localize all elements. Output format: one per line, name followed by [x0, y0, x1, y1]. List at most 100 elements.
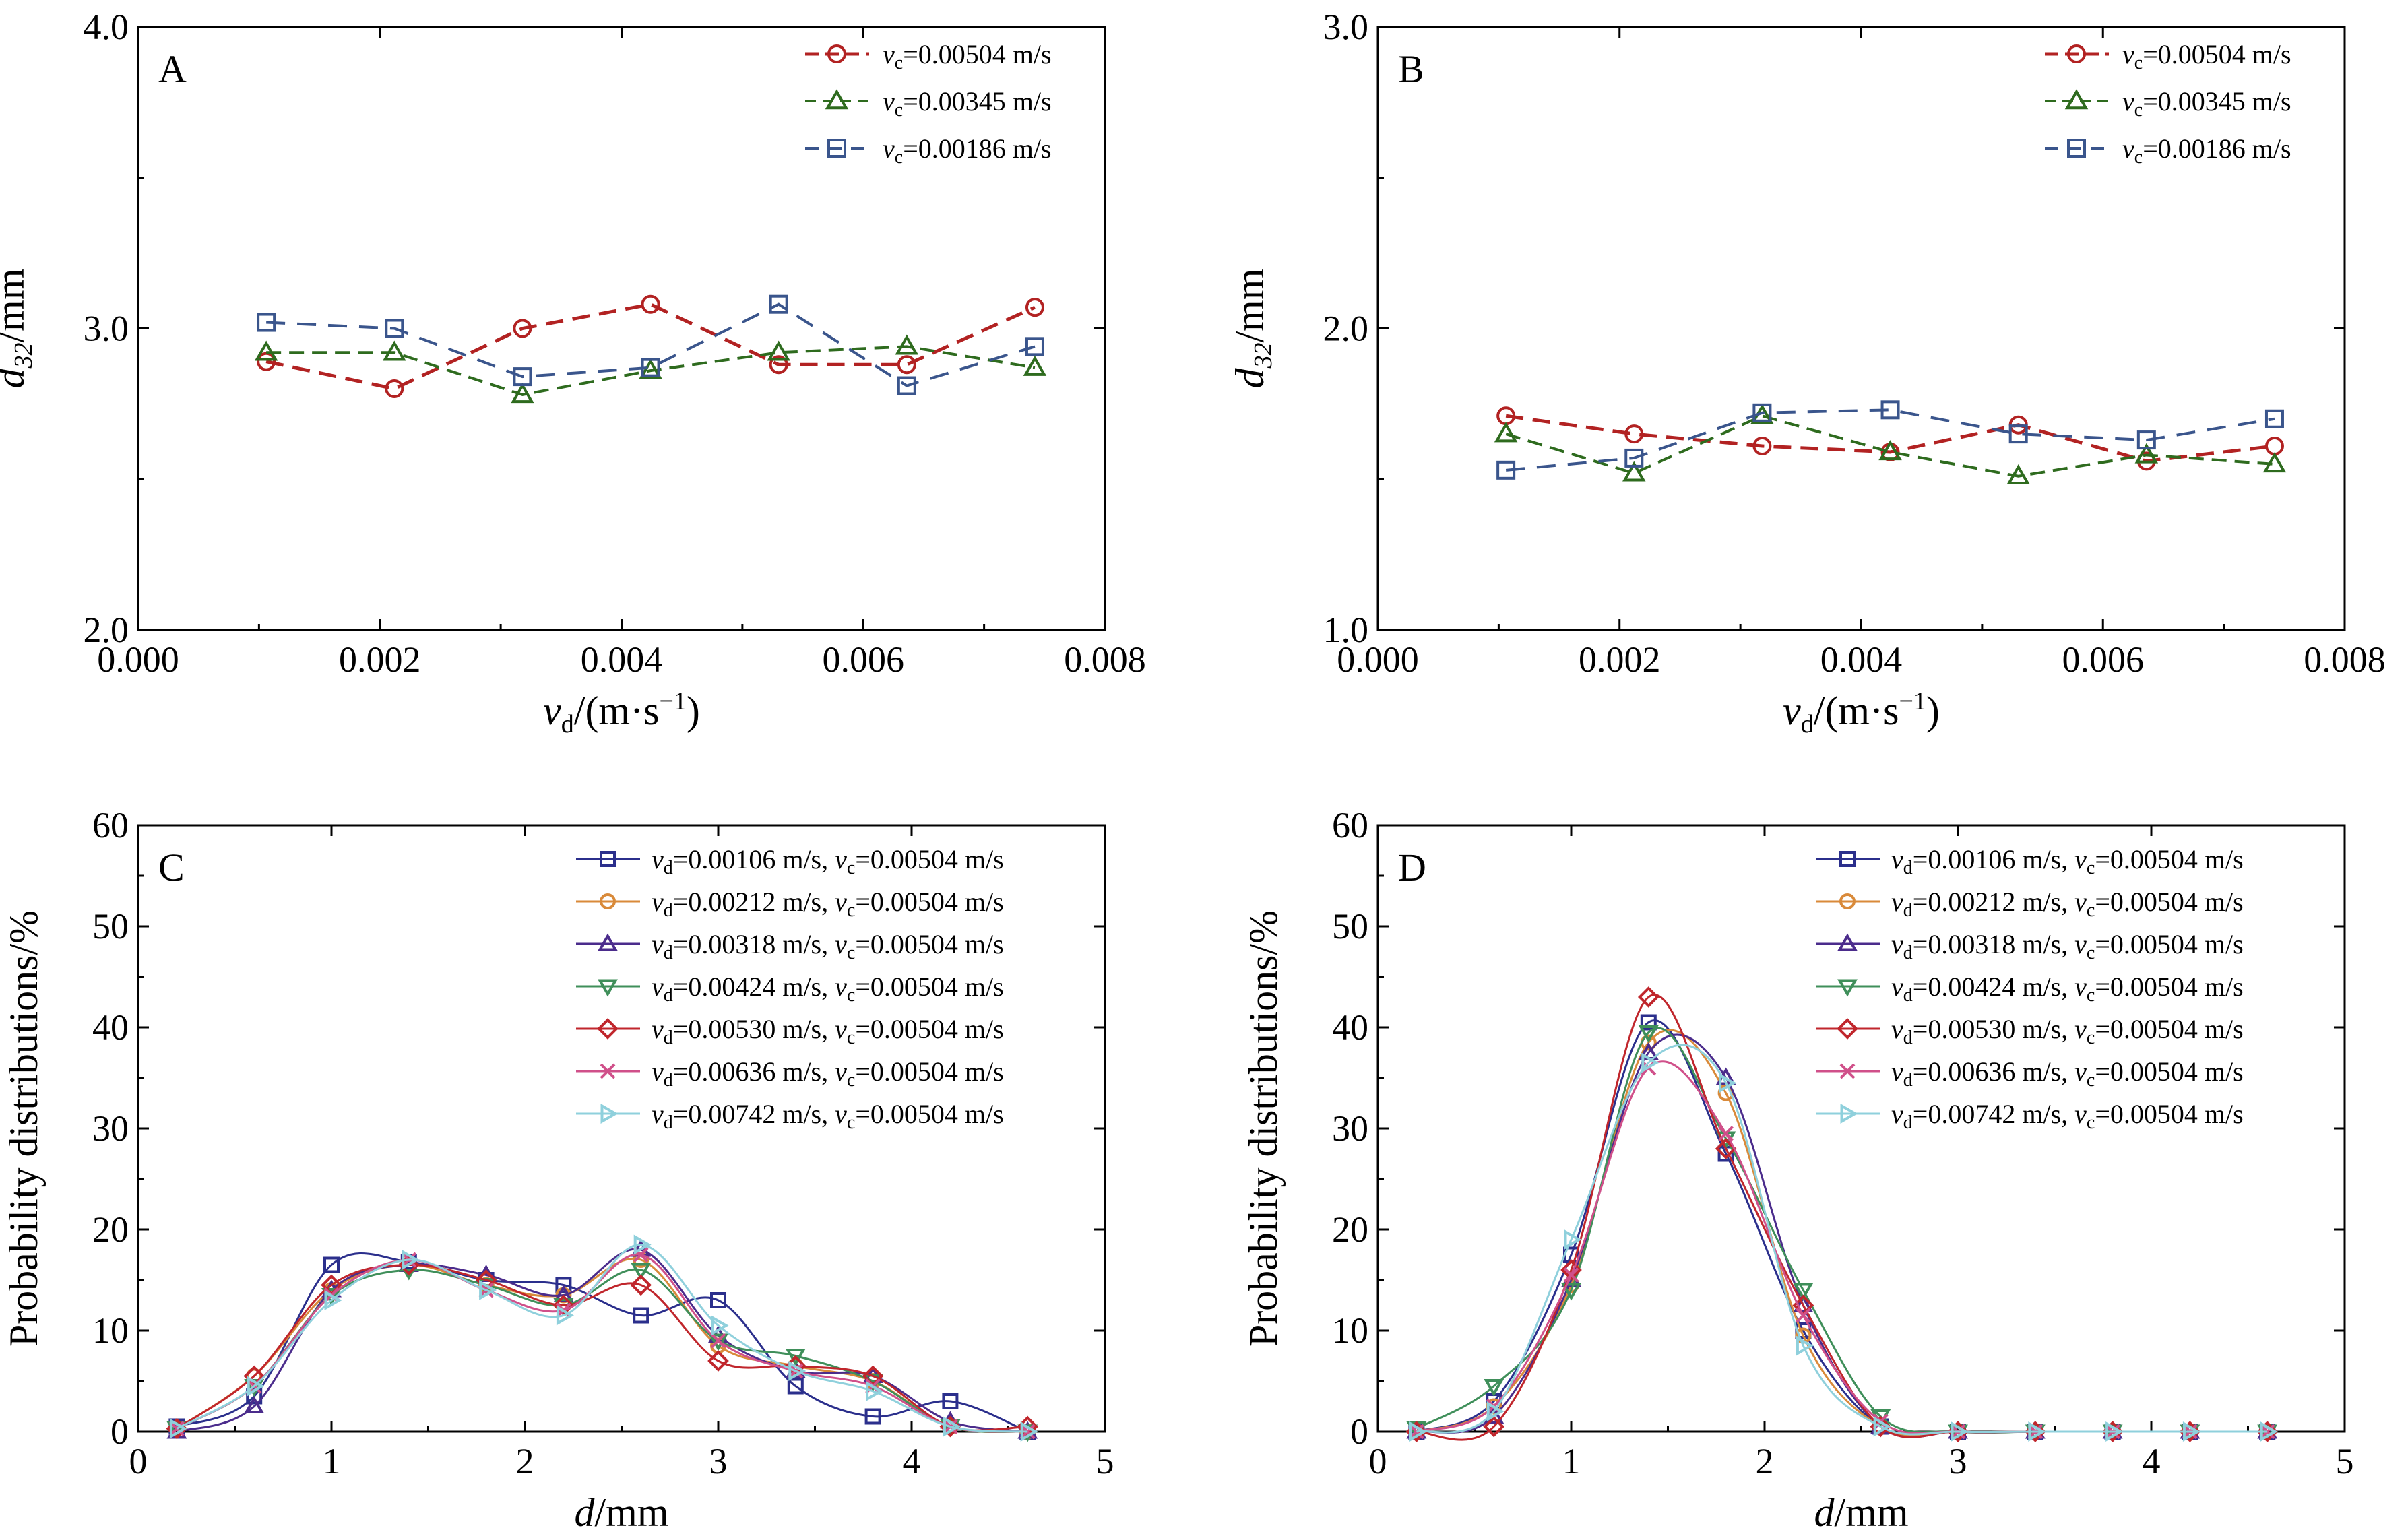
data-point	[556, 1305, 574, 1326]
series-7	[1409, 1044, 2278, 1442]
data-point	[1839, 1063, 1856, 1079]
legend-label: vd=0.00106 m/s, vc=0.00504 m/s	[652, 844, 1004, 878]
data-point	[513, 319, 532, 338]
legend: vd=0.00106 m/s, vc=0.00504 m/s vd=0.00212…	[1816, 844, 2244, 1133]
legend-label: vd=0.00424 m/s, vc=0.00504 m/s	[1891, 971, 2244, 1006]
legend-label: vd=0.00636 m/s, vc=0.00504 m/s	[652, 1056, 1004, 1091]
data-point	[324, 1290, 342, 1310]
data-point	[2134, 443, 2159, 464]
data-point	[2136, 430, 2156, 450]
x-tick-label: 0.004	[1820, 639, 1903, 680]
data-point	[788, 1361, 806, 1381]
x-tick-label: 0.000	[1337, 639, 1419, 680]
data-point	[710, 1292, 726, 1308]
data-point	[866, 1381, 884, 1401]
data-point	[2067, 139, 2086, 158]
x-tick-label: 3	[709, 1441, 728, 1481]
x-tick-label: 0.008	[2304, 639, 2386, 680]
data-point	[1622, 461, 1646, 482]
data-point	[785, 1349, 806, 1367]
y-tick-label: 50	[1332, 906, 1368, 947]
data-point	[1025, 298, 1044, 317]
data-point	[2028, 1421, 2046, 1442]
data-point	[1496, 460, 1516, 480]
data-point	[708, 1333, 728, 1351]
legend-label: vd=0.00424 m/s, vc=0.00504 m/s	[652, 971, 1004, 1006]
series-line	[1505, 408, 2275, 472]
data-point	[600, 1063, 616, 1079]
series-line	[1416, 1044, 2268, 1436]
series-line	[266, 345, 1036, 397]
x-axis-label: d/mm	[1814, 1490, 1908, 1534]
data-point	[1951, 1421, 1969, 1442]
legend-label: vd=0.00742 m/s, vc=0.00504 m/s	[652, 1099, 1004, 1133]
data-point	[2264, 409, 2284, 428]
x-tick-label: 3	[1949, 1441, 1967, 1481]
data-point	[1837, 933, 1858, 951]
legend: vd=0.00106 m/s, vc=0.00504 m/s vd=0.00212…	[576, 844, 1004, 1133]
data-point	[767, 340, 790, 361]
data-point	[1793, 1283, 1814, 1301]
data-point	[1873, 1416, 1891, 1437]
data-point	[600, 851, 616, 867]
y-tick-label: 50	[92, 906, 129, 947]
data-point	[1624, 424, 1644, 444]
legend-label: vc=0.00504 m/s	[883, 39, 1052, 73]
y-tick-label: 60	[1332, 805, 1368, 845]
y-tick-label: 3.0	[84, 309, 129, 349]
data-point	[598, 979, 618, 997]
data-point	[2260, 1421, 2278, 1442]
plot-frame	[137, 26, 1106, 631]
x-tick-label: 0.006	[2062, 639, 2145, 680]
y-tick-label: 20	[92, 1209, 129, 1250]
series-3	[166, 1239, 1038, 1439]
data-point	[2064, 89, 2089, 110]
x-tick-label: 1	[1562, 1441, 1581, 1481]
data-point	[633, 1307, 649, 1324]
x-tick-label: 0	[1369, 1441, 1387, 1481]
data-point	[1719, 1073, 1737, 1093]
x-tick-label: 5	[2336, 1441, 2354, 1481]
data-point	[641, 294, 660, 314]
y-axis-label: d32/mm	[0, 268, 38, 388]
series-line	[1505, 414, 2275, 478]
data-point	[555, 1277, 572, 1293]
data-point	[787, 1378, 804, 1395]
y-tick-label: 10	[1332, 1310, 1368, 1351]
data-point	[711, 1315, 729, 1336]
legend-label: vd=0.00530 m/s, vc=0.00504 m/s	[652, 1014, 1004, 1048]
data-point	[897, 355, 916, 375]
legend-label: vc=0.00345 m/s	[883, 86, 1052, 121]
data-point	[1880, 400, 1900, 420]
data-point	[942, 1393, 959, 1409]
data-point	[897, 376, 916, 395]
y-tick-label: 20	[1332, 1209, 1368, 1250]
series-4	[166, 1263, 1038, 1442]
y-axis-label: Probability distributions/%	[1241, 910, 1286, 1347]
data-point	[864, 1408, 881, 1425]
series-line	[266, 302, 1036, 387]
data-point	[254, 340, 278, 361]
data-point	[1637, 986, 1659, 1008]
x-axis-label: d/mm	[574, 1490, 668, 1534]
data-point	[1752, 437, 1772, 456]
series-line	[1416, 1027, 2268, 1434]
data-point	[1793, 1294, 1814, 1312]
legend-label: vc=0.00186 m/s	[2122, 133, 2291, 168]
legend-label: vd=0.00530 m/s, vc=0.00504 m/s	[1891, 1014, 2244, 1048]
data-point	[552, 1294, 575, 1316]
series-3	[1496, 400, 2284, 480]
data-point	[1560, 1259, 1582, 1281]
data-point	[1641, 1052, 1659, 1073]
panel-letter: B	[1398, 47, 1424, 91]
legend-label: vd=0.00318 m/s, vc=0.00504 m/s	[652, 929, 1004, 963]
data-point	[2105, 1421, 2124, 1442]
series-2	[1494, 404, 2287, 484]
data-point	[710, 1333, 726, 1349]
data-point	[1486, 1401, 1504, 1421]
x-tick-label: 5	[1096, 1441, 1114, 1481]
data-point	[769, 294, 788, 314]
data-point	[479, 1280, 497, 1300]
data-point	[244, 1395, 265, 1413]
